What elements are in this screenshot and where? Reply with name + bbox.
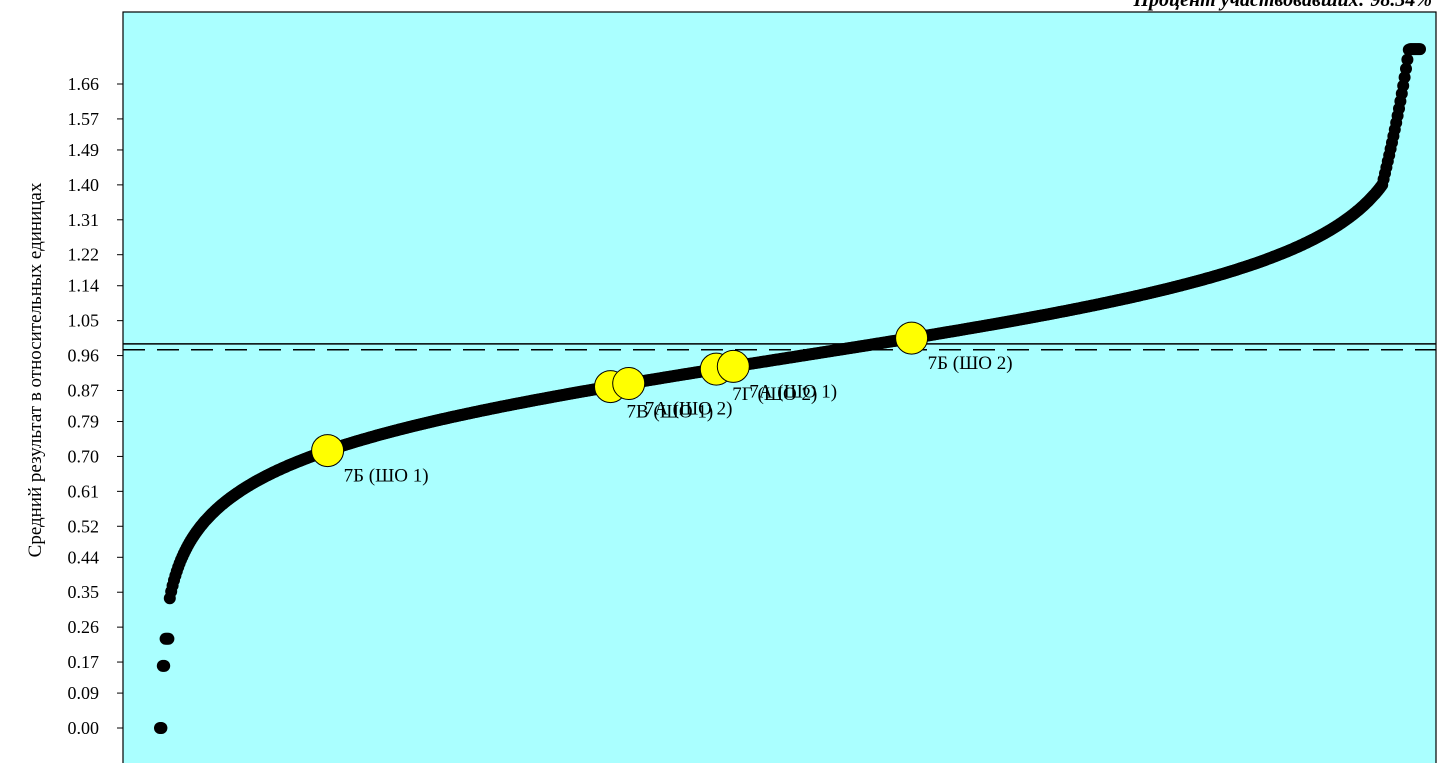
school-point bbox=[1401, 53, 1414, 66]
y-tick-label: 0.61 bbox=[68, 481, 100, 501]
y-tick-label: 0.35 bbox=[68, 582, 100, 602]
highlight-label: 7В (ШО 1) bbox=[627, 402, 714, 423]
highlight-label: 7Г (ШО 2) bbox=[732, 384, 817, 405]
y-tick-label: 1.49 bbox=[68, 140, 100, 160]
highlighted-classes: 7Б (ШО 1) 7В (ШО 1)7А (ШО 2)7Г (ШО 2)7А (… bbox=[311, 321, 1013, 487]
school-point bbox=[1400, 62, 1412, 75]
participation-header: Процент участвовавших: 98.34% bbox=[1132, 0, 1432, 11]
y-tick-label: 0.79 bbox=[68, 412, 100, 432]
y-tick-label: 1.14 bbox=[68, 276, 100, 296]
y-tick-label: 0.44 bbox=[68, 547, 100, 567]
y-tick-label: 0.17 bbox=[68, 652, 100, 672]
y-tick-label: 1.05 bbox=[68, 311, 100, 331]
school-point bbox=[162, 632, 175, 645]
y-tick-label: 1.40 bbox=[68, 175, 100, 195]
y-tick-label: 0.09 bbox=[68, 683, 100, 703]
highlight-marker bbox=[716, 349, 750, 383]
plot-area bbox=[122, 11, 1437, 763]
highlight-label: 7Б (ШО 2) bbox=[928, 353, 1013, 374]
y-tick-label: 1.22 bbox=[68, 245, 100, 265]
y-tick-label: 0.52 bbox=[68, 516, 100, 536]
y-tick-label: 0.87 bbox=[68, 380, 100, 400]
highlight-label: 7А (ШО 1) bbox=[749, 381, 837, 402]
y-tick-label: 1.66 bbox=[68, 74, 100, 94]
data-points bbox=[154, 43, 1426, 734]
y-tick-label: 0.70 bbox=[68, 446, 100, 466]
highlight-label: 7Б (ШО 1) bbox=[344, 466, 429, 487]
y-tick-label: 0.00 bbox=[68, 718, 100, 738]
y-tick-label: 1.57 bbox=[68, 109, 100, 129]
school-point bbox=[158, 659, 171, 672]
y-tick-label: 0.26 bbox=[68, 617, 100, 637]
highlight-marker bbox=[612, 367, 646, 400]
school-point bbox=[1414, 43, 1426, 56]
y-tick-label: 0.96 bbox=[68, 346, 100, 366]
y-axis-label: Средний результат в относительных единиц… bbox=[25, 182, 46, 557]
school-point bbox=[155, 722, 168, 734]
y-axis: 0.00 0.09 0.17 0.26 0.35 0.44 0.52 0.61 0.70 0.79… bbox=[68, 74, 123, 738]
highlight-marker bbox=[311, 434, 345, 468]
highlight-label: 7А (ШО 2) bbox=[645, 399, 733, 420]
highlight-marker bbox=[895, 321, 929, 355]
y-tick-label: 1.31 bbox=[68, 210, 100, 230]
